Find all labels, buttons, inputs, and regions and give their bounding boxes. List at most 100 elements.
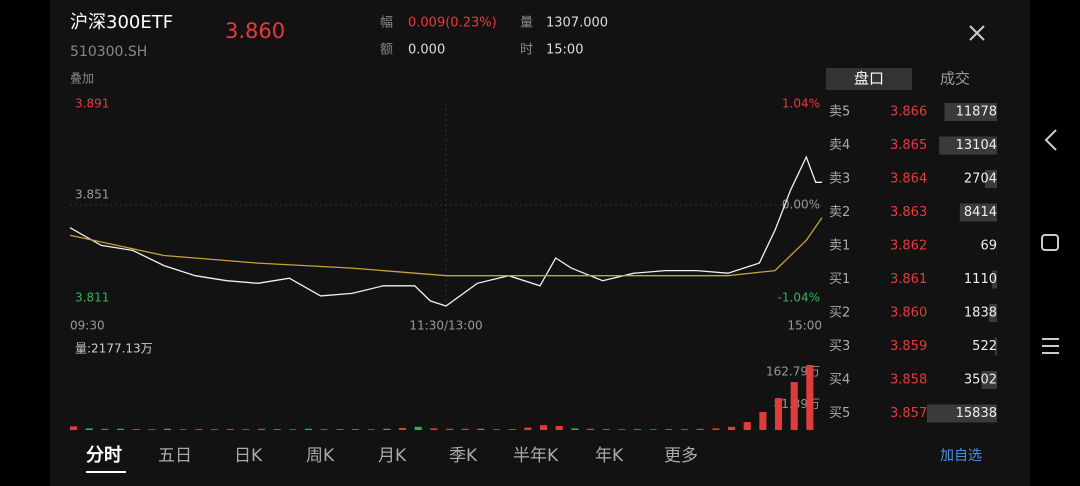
volume-bar [587, 428, 595, 430]
order-volume: 69 [980, 239, 997, 254]
volume-bar [696, 428, 704, 430]
book-tab[interactable]: 成交 [940, 70, 970, 88]
change: 0.009(0.23%) [408, 16, 497, 31]
back-button[interactable] [1044, 129, 1057, 151]
volume-bar [414, 426, 422, 430]
depth-bar [994, 337, 997, 356]
y-tick-label: 3.891 [75, 97, 109, 111]
volume-bar [399, 428, 407, 430]
volume-bar [508, 429, 516, 430]
volume-bar [101, 428, 109, 430]
order-side: 卖3 [829, 172, 850, 187]
order-side: 买5 [829, 406, 850, 421]
period-tab[interactable]: 周K [306, 446, 335, 466]
label: 量 [520, 16, 533, 31]
volume-label: 量:2177.13万 [75, 342, 153, 356]
order-price: 3.857 [890, 406, 927, 421]
volume-bar [195, 429, 203, 430]
time: 15:00 [546, 43, 583, 58]
stock-code: 510300.SH [70, 44, 147, 60]
period-tab[interactable]: 五日 [158, 446, 192, 466]
volume-bar [618, 429, 626, 430]
x-tick-label: 09:30 [70, 319, 105, 333]
volume-bar [289, 429, 297, 430]
order-price: 3.861 [890, 272, 927, 287]
volume-bar [775, 398, 783, 430]
volume-bar [383, 428, 391, 430]
period-tab[interactable]: 半年K [513, 446, 559, 466]
volume-bar [743, 422, 751, 430]
book-tab[interactable]: 盘口 [854, 70, 884, 88]
depth-bar [927, 404, 997, 423]
depth-bar [992, 270, 997, 289]
volume-bar [132, 429, 140, 430]
volume-bar [336, 429, 344, 430]
order-price: 3.866 [890, 105, 927, 120]
order-side: 卖1 [829, 239, 850, 254]
order-volume: 11878 [956, 105, 997, 120]
order-volume: 522 [972, 339, 997, 354]
volume-bar [211, 429, 219, 430]
y-tick-label: 3.851 [75, 188, 109, 202]
home-button[interactable] [1041, 234, 1059, 251]
volume-bar [117, 428, 125, 430]
period-tab[interactable]: 年K [595, 446, 624, 466]
volume-bar [649, 429, 657, 430]
y2-tick-label: 0.00% [782, 198, 820, 212]
menu-button[interactable] [1042, 338, 1059, 354]
volume-bar [634, 429, 642, 430]
period-tab[interactable]: 月K [378, 446, 407, 466]
add-watch-button[interactable]: 加自选 [940, 448, 982, 464]
volume-bar [148, 429, 156, 430]
order-price: 3.862 [890, 239, 927, 254]
order-side: 卖5 [829, 105, 850, 120]
depth-bar [939, 136, 997, 155]
volume-bar [305, 428, 313, 430]
volume-bar [806, 365, 814, 430]
volume-bar [759, 412, 767, 430]
x-tick-label: 15:00 [787, 319, 822, 333]
volume-bar [665, 429, 673, 430]
volume-bar [242, 429, 250, 430]
volume-bar [555, 426, 563, 430]
y2-tick-label: -1.04% [778, 291, 820, 305]
volume-bar [258, 428, 266, 430]
order-volume: 2704 [964, 172, 997, 187]
overlay-button[interactable]: 叠加 [70, 72, 94, 86]
volume-bar [430, 428, 438, 430]
order-volume: 8414 [964, 205, 997, 220]
active-tab-bg [826, 68, 912, 90]
order-side: 卖4 [829, 138, 850, 153]
y-tick-label: 3.811 [75, 291, 109, 305]
depth-bar [985, 170, 997, 188]
volume-bar [446, 428, 454, 430]
order-volume: 15838 [956, 406, 997, 421]
order-volume: 3502 [964, 373, 997, 388]
volume-bar [790, 382, 798, 430]
period-tab[interactable]: 季K [449, 446, 478, 466]
close-button[interactable] [969, 25, 985, 41]
volume-bar [320, 429, 328, 430]
volume-bar [681, 429, 689, 430]
order-price: 3.858 [890, 373, 927, 388]
volume-bar [477, 428, 485, 430]
period-tab[interactable]: 日K [234, 446, 263, 466]
period-tab[interactable]: 分时 [86, 445, 122, 466]
order-side: 买2 [829, 306, 850, 321]
order-price: 3.859 [890, 339, 927, 354]
stock-name: 沪深300ETF [70, 12, 173, 33]
depth-bar [988, 304, 997, 322]
order-price: 3.863 [890, 205, 927, 220]
volume-bar [728, 426, 736, 430]
order-side: 买3 [829, 339, 850, 354]
price-line [69, 217, 823, 277]
volume-bar [164, 428, 172, 430]
label: 额 [380, 43, 393, 58]
volume-bar [602, 429, 610, 430]
period-tab[interactable]: 更多 [664, 446, 698, 466]
last-price: 3.860 [225, 19, 285, 43]
y2-tick-label: 1.04% [782, 97, 820, 111]
volume-bar [226, 429, 234, 430]
volume-bar [712, 428, 720, 430]
